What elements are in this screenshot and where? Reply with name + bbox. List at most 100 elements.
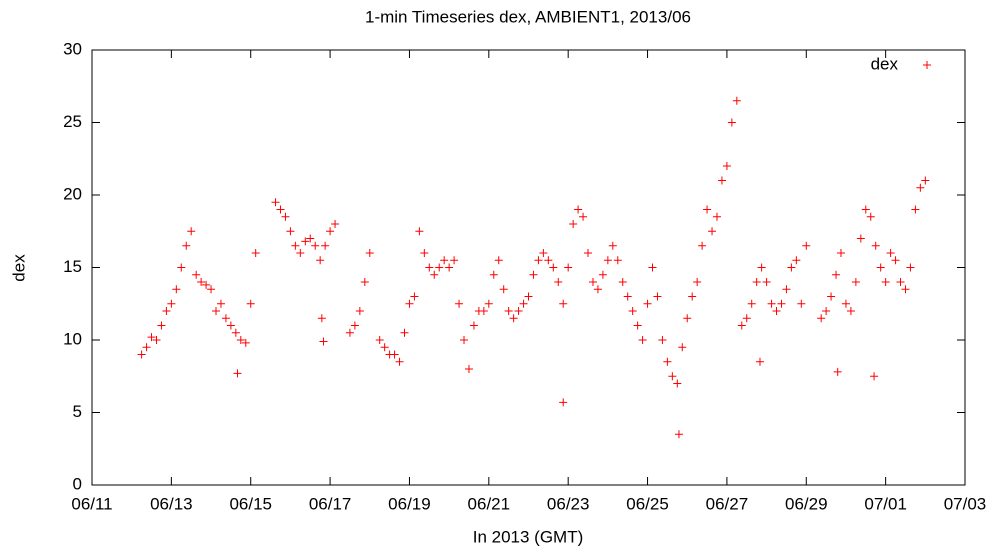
data-point	[410, 292, 419, 301]
x-tick-label: 06/15	[229, 494, 272, 513]
data-point	[574, 205, 583, 214]
data-point	[579, 212, 588, 221]
data-point	[906, 263, 915, 272]
data-point	[464, 365, 473, 373]
data-point	[833, 367, 842, 376]
x-axis-label: In 2013 (GMT)	[473, 527, 584, 546]
x-tick-label: 06/25	[626, 494, 669, 513]
data-point	[876, 263, 885, 272]
data-point	[648, 263, 657, 272]
data-point	[430, 270, 439, 279]
data-point	[683, 314, 692, 323]
data-point	[192, 270, 201, 279]
data-point	[317, 314, 326, 323]
data-point	[593, 285, 602, 294]
data-point	[886, 249, 895, 257]
legend-label: dex	[871, 54, 899, 73]
data-point	[226, 321, 235, 330]
y-tick-label: 5	[73, 402, 82, 421]
data-point	[365, 249, 374, 257]
data-point	[450, 256, 459, 265]
data-point	[405, 299, 414, 308]
data-point	[440, 256, 449, 265]
data-point	[782, 285, 791, 294]
data-point	[375, 336, 384, 344]
data-point	[152, 336, 161, 344]
x-tick-label: 06/27	[706, 494, 749, 513]
data-point	[172, 285, 181, 294]
data-point	[311, 241, 320, 250]
data-point	[737, 321, 746, 330]
data-point	[207, 285, 216, 294]
data-point	[881, 278, 890, 286]
y-tick-label: 15	[63, 257, 82, 276]
data-point	[861, 205, 870, 214]
data-point	[460, 336, 469, 344]
chart-title: 1-min Timeseries dex, AMBIENT1, 2013/06	[365, 7, 691, 26]
data-point	[514, 307, 523, 315]
data-point	[539, 249, 548, 257]
data-point	[668, 372, 677, 381]
data-point	[455, 299, 464, 308]
data-point	[841, 299, 850, 308]
data-point	[693, 278, 702, 286]
data-point	[588, 278, 597, 286]
data-point	[301, 237, 310, 246]
data-point	[316, 256, 325, 265]
x-tick-label: 06/17	[309, 494, 352, 513]
data-point	[147, 333, 156, 342]
data-point	[187, 227, 196, 236]
data-point	[603, 256, 612, 265]
data-point	[633, 321, 642, 330]
data-point	[866, 212, 875, 221]
data-point	[157, 321, 166, 330]
data-point	[142, 343, 151, 352]
data-point	[722, 162, 731, 170]
x-tick-label: 07/01	[864, 494, 907, 513]
data-point	[216, 299, 225, 308]
data-point	[717, 176, 726, 185]
data-point	[638, 336, 647, 344]
data-point	[613, 256, 622, 265]
data-point	[202, 280, 211, 289]
data-point	[698, 241, 707, 250]
data-point	[569, 220, 578, 228]
data-point	[832, 270, 841, 279]
data-point	[870, 372, 879, 381]
data-point	[306, 234, 315, 243]
plot-frame	[91, 49, 966, 486]
data-point	[772, 307, 781, 315]
data-point	[712, 212, 721, 221]
data-point	[241, 338, 250, 347]
x-tick-label: 06/13	[150, 494, 193, 513]
data-point	[732, 96, 741, 105]
data-point	[678, 343, 687, 352]
data-point	[395, 357, 404, 366]
data-point	[891, 256, 900, 265]
data-point	[911, 205, 920, 214]
data-point	[653, 292, 662, 301]
y-tick-label: 20	[63, 184, 82, 203]
data-point	[390, 350, 399, 359]
data-point	[827, 292, 836, 301]
data-point	[817, 314, 826, 323]
data-point	[529, 270, 538, 279]
data-point	[489, 270, 498, 279]
data-point	[380, 343, 389, 352]
data-point	[836, 249, 845, 257]
y-tick-label: 25	[63, 112, 82, 131]
x-tick-label: 06/29	[785, 494, 828, 513]
data-point	[643, 299, 652, 308]
data-point	[519, 299, 528, 308]
data-point	[221, 314, 230, 323]
data-point	[916, 183, 925, 192]
data-point	[321, 241, 330, 250]
data-point	[727, 118, 736, 127]
data-point	[319, 337, 328, 346]
data-point	[345, 328, 354, 337]
data-point	[524, 292, 533, 301]
data-point	[703, 205, 712, 214]
data-point	[871, 241, 880, 250]
data-point	[598, 270, 607, 279]
